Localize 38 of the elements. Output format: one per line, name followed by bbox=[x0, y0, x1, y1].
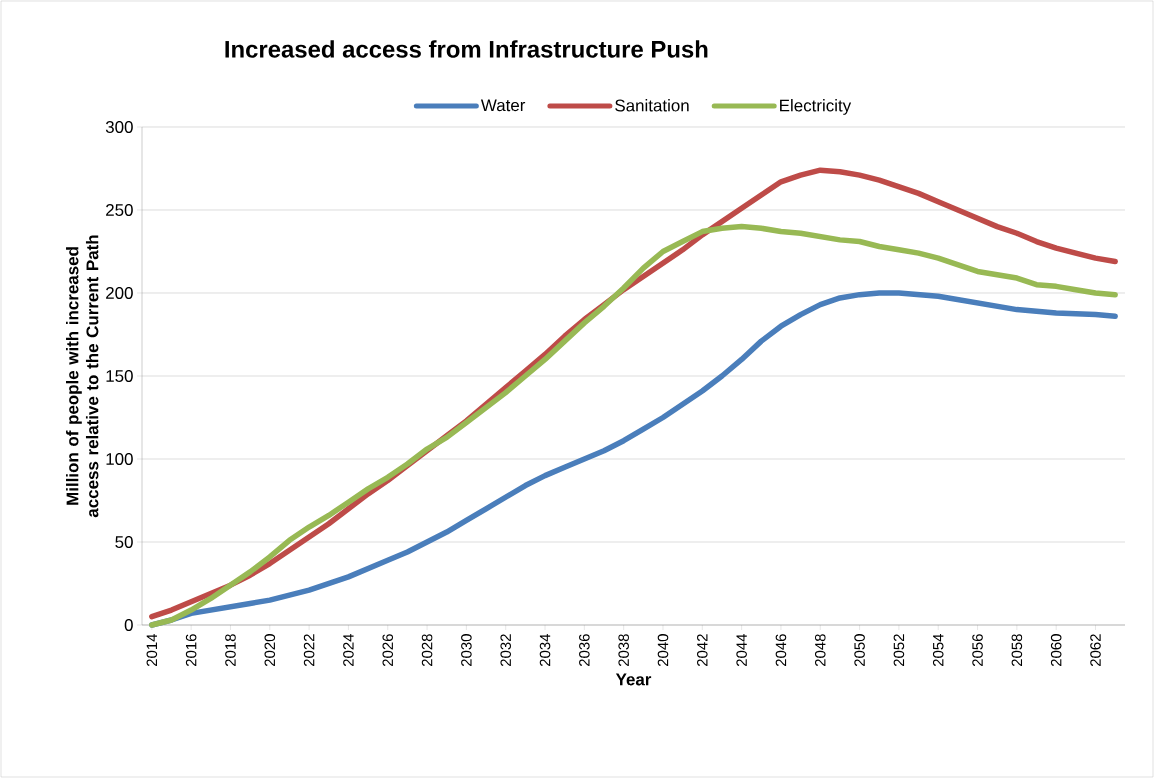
y-tick-label: 100 bbox=[106, 453, 133, 465]
x-tick-label: 2030 bbox=[461, 634, 472, 667]
y-tick-label: 150 bbox=[106, 370, 133, 382]
y-tick-label: 200 bbox=[106, 287, 133, 299]
x-tick-label: 2038 bbox=[618, 634, 629, 667]
x-tick-label: 2024 bbox=[343, 633, 354, 667]
y-tick-label: 300 bbox=[105, 121, 133, 133]
x-tick-label: 2026 bbox=[382, 634, 394, 667]
x-tick-label: 2056 bbox=[972, 634, 983, 667]
legend-label: Electricity bbox=[780, 99, 852, 115]
y-tick-label: 250 bbox=[106, 204, 133, 216]
x-tick-label: 2050 bbox=[854, 634, 865, 667]
x-tick-label: 2060 bbox=[1050, 634, 1062, 667]
x-tick-label: 2032 bbox=[500, 634, 511, 667]
x-tick-label: 2048 bbox=[814, 634, 826, 667]
x-tick-label: 2018 bbox=[225, 634, 236, 667]
x-tick-label: 2042 bbox=[697, 634, 708, 667]
x-tick-label: 2040 bbox=[657, 634, 669, 667]
y-axis-title: Million of people with increased access relative to the Current Path bbox=[66, 235, 99, 518]
x-tick-label: 2022 bbox=[303, 634, 315, 667]
x-tick-label: 2052 bbox=[893, 634, 905, 667]
x-tick-label: 2014 bbox=[146, 633, 158, 667]
y-tick-label: 0 bbox=[124, 619, 133, 631]
x-tick-label: 2062 bbox=[1090, 634, 1101, 667]
x-tick-label: 2016 bbox=[185, 634, 197, 667]
legend-label: Water bbox=[480, 99, 526, 112]
y-tick-label: 50 bbox=[115, 536, 133, 548]
x-tick-label: 2044 bbox=[736, 633, 747, 667]
x-tick-label: 2036 bbox=[579, 634, 590, 667]
x-tick-label: 2058 bbox=[1011, 634, 1023, 667]
chart-title: Increased access from Infrastructure Push bbox=[225, 40, 708, 58]
x-tick-label: 2028 bbox=[421, 634, 433, 667]
legend-label: Sanitation bbox=[615, 99, 689, 112]
x-tick-label: 2034 bbox=[539, 633, 551, 667]
x-axis-title: Year bbox=[615, 673, 652, 686]
x-tick-label: 2046 bbox=[775, 634, 787, 667]
x-tick-label: 2020 bbox=[264, 634, 276, 667]
x-tick-label: 2054 bbox=[932, 633, 944, 667]
